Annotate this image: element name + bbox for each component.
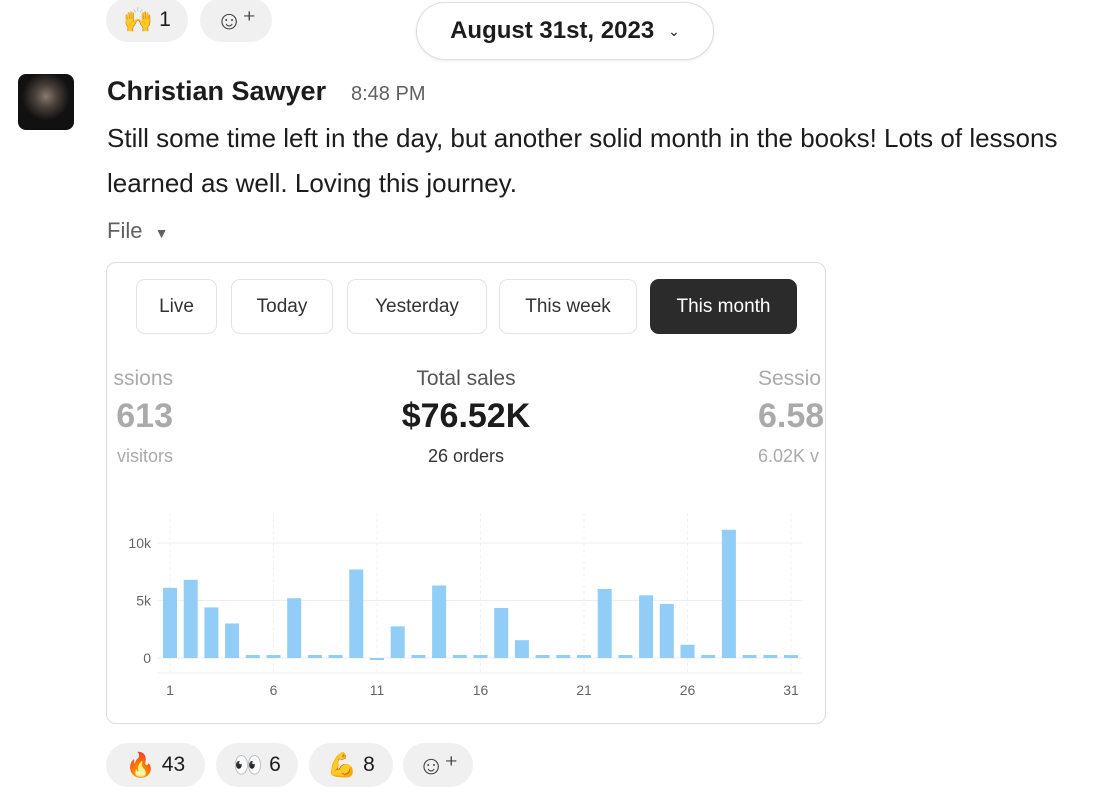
date-label: August 31st, 2023 xyxy=(450,17,655,44)
stat-value: $76.52K xyxy=(401,397,531,435)
total-sales-stat: Total sales $76.52K 26 orders xyxy=(316,367,616,467)
bar xyxy=(266,655,281,658)
reaction-count: 43 xyxy=(161,753,186,776)
x-tick-label: 26 xyxy=(680,682,696,698)
sessions-stat-right: Sessio 6.58 6.02K v xyxy=(758,367,825,467)
reaction-count: 6 xyxy=(269,753,281,776)
tab-this-week: This week xyxy=(499,279,637,334)
bar xyxy=(328,655,343,658)
bar xyxy=(763,655,778,658)
reaction-fire[interactable]: 🔥 43 xyxy=(106,743,205,787)
add-reaction-button[interactable]: ☺⁺ xyxy=(403,743,473,787)
reaction-muscle[interactable]: 💪 8 xyxy=(309,743,393,787)
message-time[interactable]: 8:48 PM xyxy=(351,83,426,105)
x-tick-label: 1 xyxy=(166,682,174,698)
bar xyxy=(452,655,467,658)
tab-this-month: This month xyxy=(650,279,797,334)
reaction-count: 8 xyxy=(363,753,375,776)
bar xyxy=(473,655,488,658)
add-emoji-icon: ☺⁺ xyxy=(215,4,257,35)
bar xyxy=(742,655,757,658)
caret-down-icon: ▼ xyxy=(154,225,169,241)
bar xyxy=(701,655,716,658)
bar xyxy=(432,585,447,658)
tab-yesterday: Yesterday xyxy=(347,279,487,334)
stat-label: Total sales xyxy=(416,367,516,390)
file-toggle[interactable]: File ▼ xyxy=(107,218,168,244)
bar xyxy=(639,595,654,658)
sessions-stat-left: ssions 613 visitors xyxy=(107,367,173,467)
bar xyxy=(307,655,322,658)
stat-label: Sessio xyxy=(758,367,822,390)
reaction-count: 1 xyxy=(159,8,171,31)
bar xyxy=(784,655,798,658)
reaction-raised-hands[interactable]: 🙌 1 xyxy=(106,0,188,42)
x-tick-label: 16 xyxy=(473,682,489,698)
stat-sub: 26 orders xyxy=(427,446,505,466)
x-tick-label: 21 xyxy=(576,682,592,698)
bar xyxy=(514,640,529,658)
bar xyxy=(245,655,260,658)
bar xyxy=(659,603,674,658)
file-image-card[interactable]: Live Today Yesterday This week This mont… xyxy=(106,262,826,724)
add-reaction-button[interactable]: ☺⁺ xyxy=(200,0,272,42)
bar xyxy=(556,655,571,658)
bar xyxy=(183,579,198,658)
raised-hands-emoji: 🙌 xyxy=(123,6,154,34)
stat-sub: 6.02K v xyxy=(758,446,820,466)
x-tick-label: 31 xyxy=(783,682,799,698)
message-text: Still some time left in the day, but ano… xyxy=(107,123,1058,198)
reaction-eyes[interactable]: 👀 6 xyxy=(216,743,298,787)
bar xyxy=(680,644,695,658)
fire-emoji: 🔥 xyxy=(125,751,156,779)
bar xyxy=(349,569,364,658)
stat-value: 6.58 xyxy=(758,397,825,435)
chevron-down-icon: ⌄ xyxy=(668,22,680,39)
author-name[interactable]: Christian Sawyer xyxy=(107,76,327,106)
bar xyxy=(163,587,177,658)
muscle-emoji: 💪 xyxy=(327,751,358,779)
bar xyxy=(370,658,384,660)
y-tick-label: 5k xyxy=(136,593,152,609)
add-emoji-icon: ☺⁺ xyxy=(417,749,459,780)
bar xyxy=(287,598,302,658)
bar xyxy=(597,589,612,658)
tab-today: Today xyxy=(231,279,333,334)
bar xyxy=(535,655,550,658)
bar xyxy=(411,655,426,658)
bar xyxy=(494,607,509,658)
stat-value: 613 xyxy=(116,397,173,435)
bar xyxy=(225,623,240,658)
tab-live: Live xyxy=(136,279,217,334)
file-label: File xyxy=(107,218,143,243)
y-tick-label: 0 xyxy=(143,650,151,666)
bar xyxy=(204,607,219,658)
stat-sub: visitors xyxy=(116,446,173,466)
eyes-emoji: 👀 xyxy=(233,751,264,779)
bar xyxy=(577,655,591,658)
bar xyxy=(721,529,736,658)
x-tick-label: 11 xyxy=(370,682,385,698)
bar xyxy=(618,655,633,658)
x-tick-label: 6 xyxy=(270,682,278,698)
date-divider-button[interactable]: August 31st, 2023 ⌄ xyxy=(416,2,714,60)
avatar[interactable] xyxy=(18,74,74,130)
y-tick-label: 10k xyxy=(128,535,152,551)
bar xyxy=(390,626,405,658)
stat-label: ssions xyxy=(113,367,173,390)
